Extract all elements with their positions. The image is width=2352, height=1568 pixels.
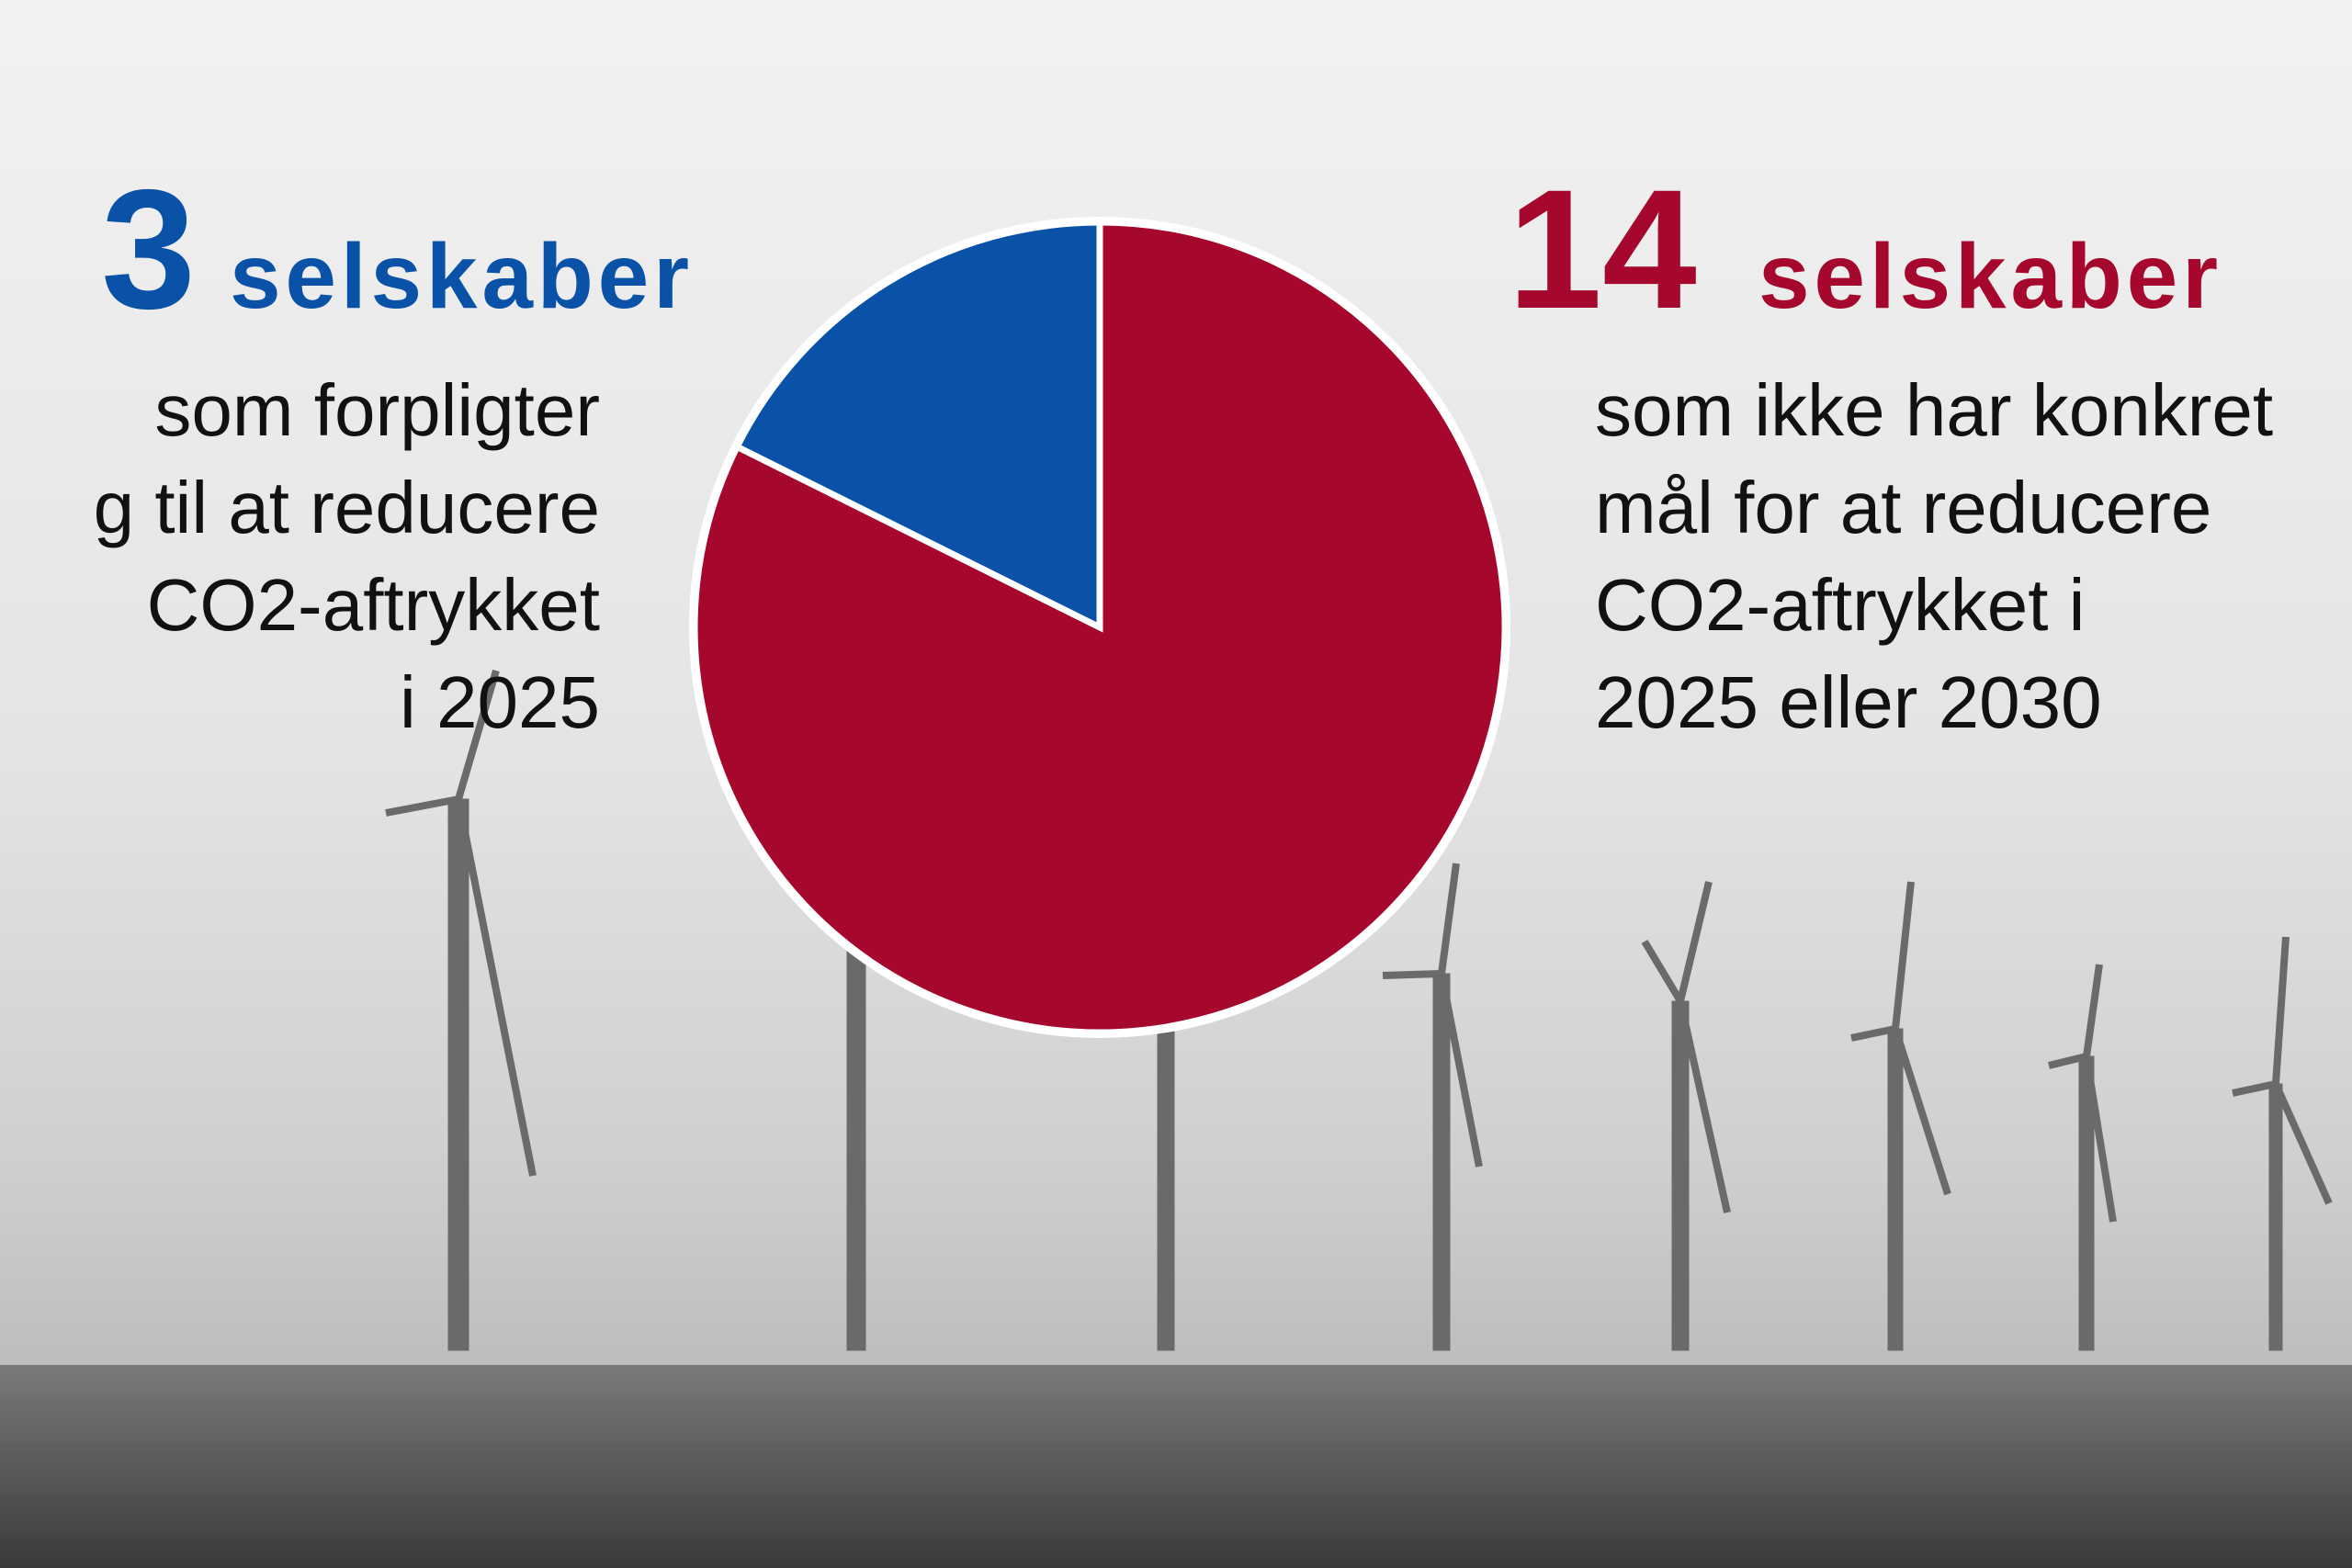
pie-slice [691, 219, 1509, 1036]
description-line: som ikke har konkret [1595, 369, 2273, 451]
description-line: mål for at reducere [1595, 467, 2211, 548]
count-number: 3 [101, 155, 196, 344]
count-number: 14 [1508, 155, 1697, 344]
pie-slice [732, 219, 1103, 633]
description-line: som forpligter [154, 369, 600, 451]
pie-chart [689, 217, 1510, 1038]
count-unit: selskaber [1758, 225, 2218, 328]
description-line: g til at reducere [94, 467, 600, 548]
description-line: i 2025 [400, 661, 600, 743]
description-line: 2025 eller 2030 [1595, 661, 2102, 743]
description-line: CO2-aftrykket i [1595, 564, 2085, 646]
description-line: CO2-aftrykket [147, 564, 600, 646]
pie-outline [689, 217, 1510, 1038]
labels: 3 selskaber som forpligter g til at reducer… [94, 155, 2273, 743]
count-unit: selskaber [230, 225, 689, 328]
